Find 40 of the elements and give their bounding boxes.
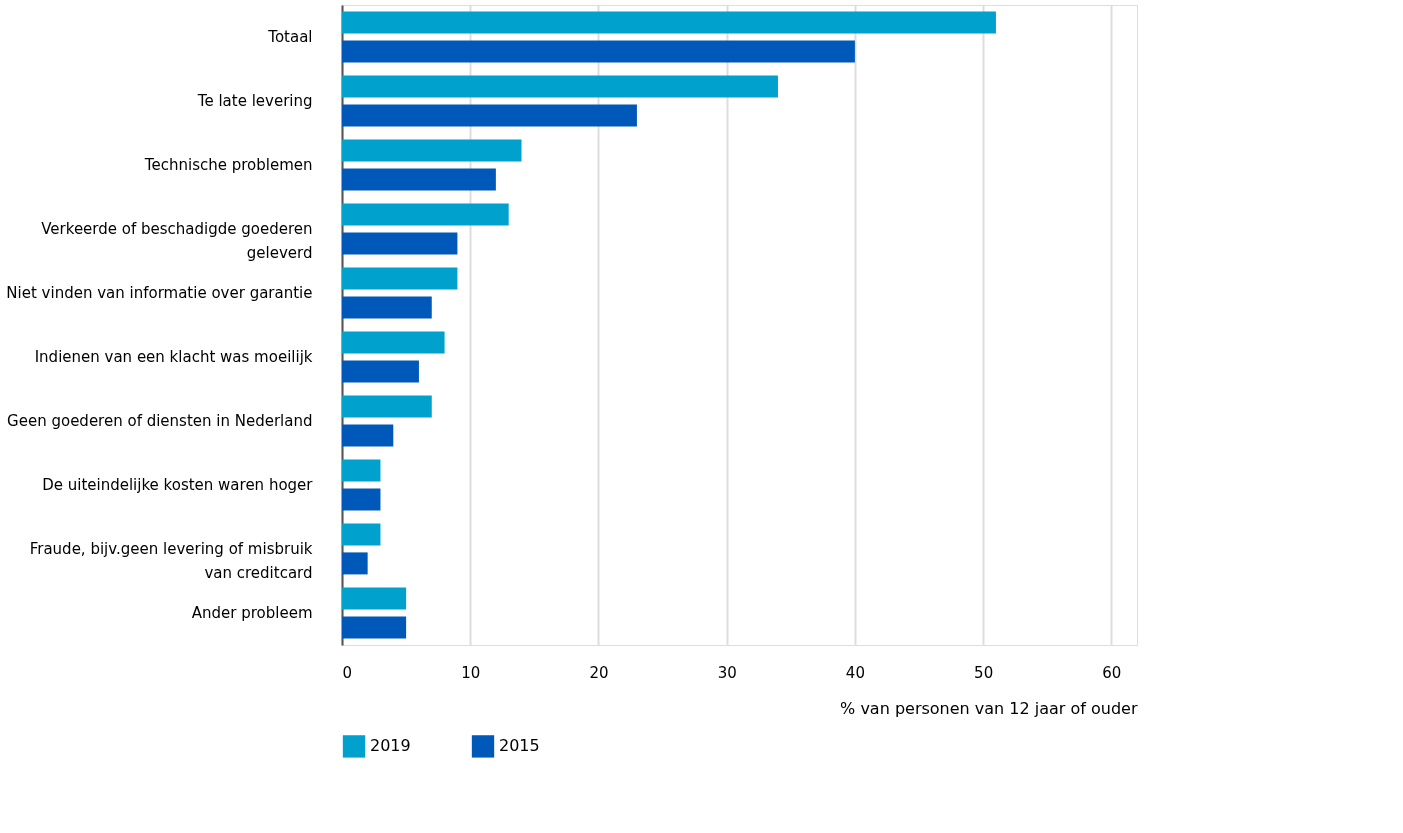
bar <box>342 75 778 98</box>
bar <box>342 459 381 482</box>
y-tick-label: Niet vinden van informatie over garantie <box>6 284 313 302</box>
bar <box>342 168 496 191</box>
bar <box>342 40 855 63</box>
bar <box>342 267 458 290</box>
x-tick-label: 50 <box>974 663 994 682</box>
bar <box>342 587 407 610</box>
bar <box>342 552 368 575</box>
bar <box>342 616 407 639</box>
bar <box>342 232 458 255</box>
bar <box>342 488 381 511</box>
bar <box>342 424 394 447</box>
y-tick-label: Geen goederen of diensten in Nederland <box>7 412 313 430</box>
y-tick-label: Te late levering <box>196 92 313 110</box>
bar <box>342 360 419 383</box>
bar <box>342 203 509 226</box>
y-tick-label: Indienen van een klacht was moeilijk <box>34 348 313 366</box>
bar <box>342 104 637 127</box>
bar <box>342 11 996 34</box>
y-tick-label: De uiteindelijke kosten waren hoger <box>42 476 314 494</box>
x-tick-label: 20 <box>589 663 609 682</box>
x-tick-label: 10 <box>461 663 481 682</box>
bar <box>342 296 432 319</box>
x-tick-label: 40 <box>845 663 865 682</box>
y-tick-label: Totaal <box>267 28 313 46</box>
y-tick-label: Verkeerde of beschadigde goederen geleverd <box>41 220 313 262</box>
bar <box>342 139 522 162</box>
x-tick-label: 30 <box>717 663 737 682</box>
bar <box>342 395 432 418</box>
bar <box>342 523 381 546</box>
legend-label: 2015 <box>499 736 540 756</box>
x-tick-label: 0 <box>342 663 353 682</box>
legend-label: 2019 <box>370 736 411 756</box>
y-tick-label: Technische problemen <box>143 156 313 174</box>
bar <box>342 331 445 354</box>
x-axis-title: % van personen van 12 jaar of ouder <box>840 698 1138 718</box>
y-tick-label: Ander probleem <box>191 604 313 622</box>
x-tick-label: 60 <box>1102 663 1122 682</box>
y-tick-label: Fraude, bijv.geen levering of misbruik van creditcard <box>29 540 313 582</box>
